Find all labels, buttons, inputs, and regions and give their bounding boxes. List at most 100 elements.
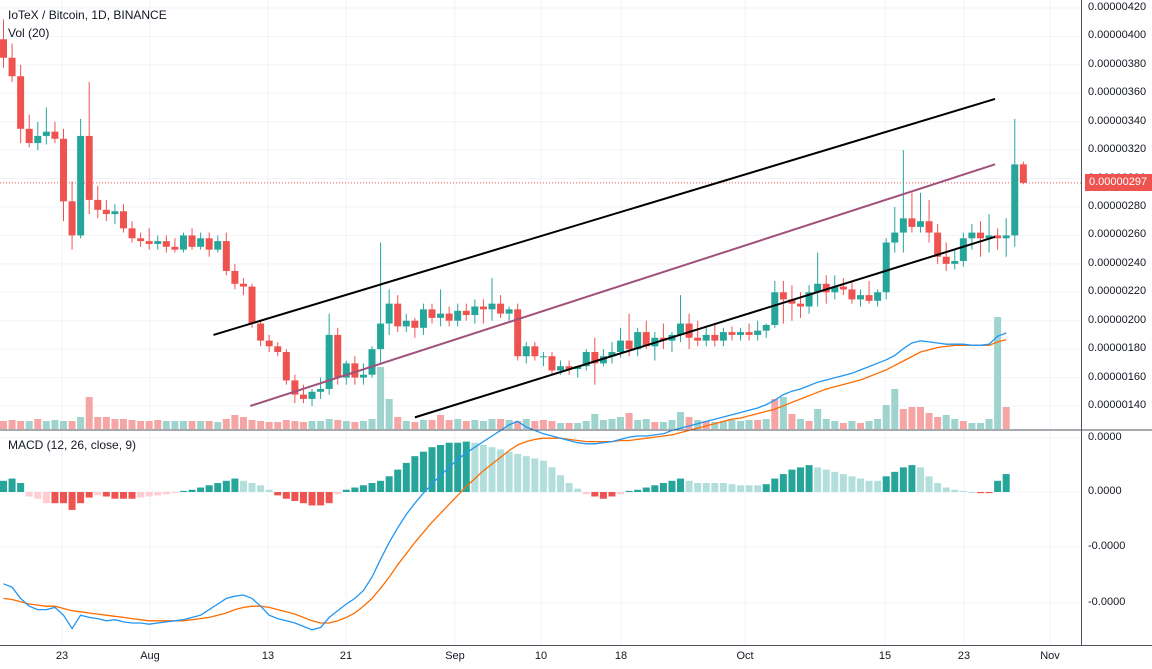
volume-bar <box>479 421 487 429</box>
macd-histogram-bar <box>574 488 582 492</box>
volume-bar <box>797 419 805 429</box>
macd-histogram-bar <box>205 485 213 492</box>
macd-histogram-bar <box>694 483 702 492</box>
macd-histogram-bar <box>342 489 350 492</box>
macd-histogram-bar <box>677 478 685 492</box>
macd-histogram-bar <box>831 471 839 492</box>
candle-body <box>68 201 76 236</box>
macd-histogram-bar <box>548 467 556 492</box>
macd-histogram-bar <box>848 476 856 492</box>
macd-histogram-bar <box>171 492 179 494</box>
macd-histogram-bar <box>659 483 667 492</box>
volume-bar <box>668 420 676 429</box>
macd-histogram-bar <box>797 467 805 492</box>
candle-body <box>428 309 436 318</box>
candle-body <box>188 235 196 247</box>
macd-histogram-bar <box>8 478 16 492</box>
volume-bar <box>162 421 170 429</box>
price-tick-label: 0.00000400 <box>1088 29 1147 42</box>
macd-histogram-bar <box>291 492 299 501</box>
volume-bar <box>994 317 1002 429</box>
candlesticks <box>0 19 1027 406</box>
candle-body <box>891 232 899 243</box>
candle-body <box>334 334 342 378</box>
macd-histogram-bar <box>179 490 187 492</box>
macd-histogram-bar <box>17 483 25 492</box>
candle-body <box>874 292 882 301</box>
volume-bar <box>908 407 916 429</box>
volume-bar <box>59 421 67 429</box>
macd-histogram-bar <box>51 492 59 504</box>
macd-histogram-bar <box>771 478 779 492</box>
volume-bar <box>934 417 942 429</box>
time-tick-label: Sep <box>445 650 465 662</box>
macd-histogram-bar <box>857 478 864 492</box>
volume-bar <box>831 421 839 429</box>
candle-body <box>865 295 873 301</box>
candle-body <box>565 366 573 370</box>
volume-bar <box>779 397 787 429</box>
candle-body <box>274 346 282 352</box>
volume-bar <box>565 423 573 429</box>
macd-histogram-bar <box>231 478 239 492</box>
macd-pane <box>0 332 1010 631</box>
volume-bar <box>737 421 745 429</box>
macd-histogram-bar <box>102 492 110 497</box>
volume-bar <box>848 421 856 429</box>
volume-bar <box>51 420 59 429</box>
macd-histogram-bar <box>745 485 753 492</box>
volume-indicator-label: Vol (20) <box>8 26 50 40</box>
volume-bar <box>942 415 950 429</box>
macd-histogram-bar <box>702 483 710 492</box>
last-price-badge: 0.00000297 <box>1085 174 1152 191</box>
volume-bar <box>531 421 539 429</box>
macd-histogram-bar <box>282 492 290 499</box>
volume-bar <box>282 420 290 429</box>
candle-body <box>377 323 385 350</box>
candle-body <box>162 241 170 247</box>
candle-body <box>445 313 453 321</box>
macd-histogram-bar <box>145 492 153 497</box>
volume-bar <box>582 421 590 429</box>
time-tick-label: 23 <box>55 650 69 662</box>
macd-indicator-label: MACD (12, 26, close, 9) <box>8 438 137 452</box>
macd-histogram-bar <box>505 451 513 492</box>
candle-body <box>951 261 959 264</box>
price-tick-label: 0.00000220 <box>1088 285 1147 298</box>
volume-bar <box>368 419 376 429</box>
macd-histogram-bar <box>197 487 205 492</box>
candle-body <box>137 238 145 242</box>
macd-histogram-bar <box>617 492 625 495</box>
candle-body <box>402 320 410 327</box>
candle-body <box>771 292 779 325</box>
volume-bar <box>874 419 882 429</box>
candle-body <box>0 39 7 58</box>
macd-histogram-bar <box>137 492 145 498</box>
macd-histogram-bar <box>522 456 530 492</box>
macd-histogram-bar <box>711 483 719 492</box>
trend-channel <box>213 98 996 419</box>
volume-bar <box>882 405 890 429</box>
macd-histogram-bar <box>557 475 565 492</box>
candle-body <box>994 235 1002 239</box>
candle-body <box>368 349 376 375</box>
volume-bar <box>239 417 247 429</box>
candle-body <box>976 232 984 239</box>
candle-body <box>591 351 599 364</box>
volume-bar <box>385 399 393 429</box>
macd-histogram-bar <box>334 492 342 495</box>
macd-histogram-bar <box>642 487 650 492</box>
volume-bar <box>557 423 565 429</box>
candle-body <box>42 131 50 136</box>
volume-bar <box>299 422 307 429</box>
macd-histogram-bar <box>0 480 7 492</box>
macd-histogram-bar <box>779 474 787 492</box>
volume-bar <box>985 419 993 429</box>
macd-histogram-bar <box>634 489 642 492</box>
candle-body <box>694 337 702 341</box>
candle-body <box>359 374 367 378</box>
candle-body <box>479 306 487 310</box>
volume-bar <box>274 422 282 429</box>
candle-body <box>248 286 256 324</box>
